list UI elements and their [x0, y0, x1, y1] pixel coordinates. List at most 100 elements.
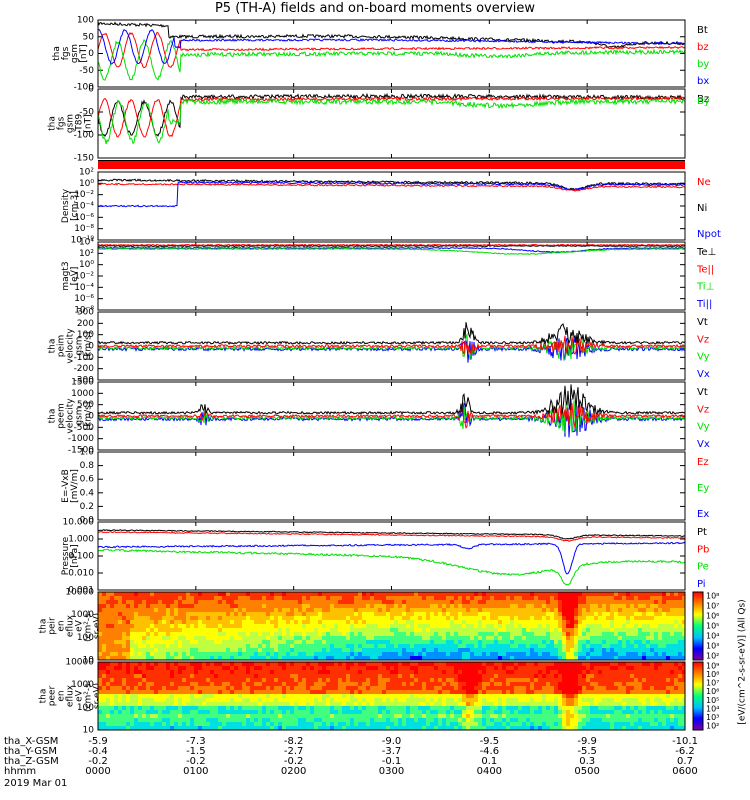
spectro-cell — [494, 662, 498, 666]
spectro-cell — [350, 714, 354, 718]
spectro-cell — [342, 690, 346, 694]
spectro-cell — [322, 624, 326, 628]
spectro-cell — [234, 718, 238, 722]
spectro-cell — [262, 636, 266, 640]
spectro-cell — [358, 592, 362, 596]
spectro-cell — [574, 640, 578, 644]
spectro-cell — [422, 592, 426, 596]
spectro-cell — [606, 624, 610, 628]
spectro-cell — [186, 726, 190, 730]
spectro-cell — [270, 674, 274, 678]
spectro-cell — [498, 620, 502, 624]
spectro-cell — [534, 706, 538, 710]
spectro-cell — [486, 662, 490, 666]
spectro-cell — [642, 596, 646, 600]
spectro-cell — [514, 714, 518, 718]
spectro-cell — [550, 714, 554, 718]
panel-1-ylabel: gsm — [70, 44, 80, 63]
spectro-cell — [426, 726, 430, 730]
y-tick-label: -100 — [74, 131, 95, 141]
spectro-cell — [642, 644, 646, 648]
spectro-cell — [382, 620, 386, 624]
spectro-cell — [470, 682, 474, 686]
spectro-cell — [414, 624, 418, 628]
spectro-cell — [174, 628, 178, 632]
spectro-cell — [446, 670, 450, 674]
spectro-cell — [438, 600, 442, 604]
spectro-cell — [142, 702, 146, 706]
spectro-cell — [322, 628, 326, 632]
spectro-cell — [338, 702, 342, 706]
spectro-cell — [202, 612, 206, 616]
spectro-cell — [590, 628, 594, 632]
spectro-cell — [198, 628, 202, 632]
spectro-cell — [122, 652, 126, 656]
spectro-cell — [234, 694, 238, 698]
spectro-cell — [490, 674, 494, 678]
spectro-cell — [550, 722, 554, 726]
spectro-cell — [546, 592, 550, 596]
spectro-cell — [374, 718, 378, 722]
spectro-cell — [202, 666, 206, 670]
spectro-cell — [530, 710, 534, 714]
spectro-cell — [142, 652, 146, 656]
spectro-cell — [426, 714, 430, 718]
bz-t89-red-line — [97, 95, 686, 138]
spectro-cell — [554, 702, 558, 706]
spectro-cell — [662, 616, 666, 620]
spectro-cell — [190, 648, 194, 652]
spectro-cell — [670, 652, 674, 656]
spectro-cell — [154, 670, 158, 674]
spectro-cell — [254, 632, 258, 636]
spectro-cell — [490, 710, 494, 714]
spectro-cell — [146, 674, 150, 678]
spectro-cell — [494, 706, 498, 710]
spectro-cell — [130, 726, 134, 730]
spectro-cell — [326, 600, 330, 604]
spectro-cell — [458, 726, 462, 730]
spectro-cell — [650, 648, 654, 652]
spectro-cell — [214, 722, 218, 726]
spectro-cell — [446, 652, 450, 656]
spectro-cell — [546, 616, 550, 620]
spectro-cell — [210, 644, 214, 648]
spectro-cell — [234, 686, 238, 690]
spectro-cell — [650, 608, 654, 612]
spectro-cell — [98, 644, 102, 648]
spectro-cell — [450, 670, 454, 674]
spectro-cell — [402, 714, 406, 718]
spectro-cell — [522, 608, 526, 612]
spectro-cell — [402, 632, 406, 636]
spectro-cell — [302, 694, 306, 698]
spectro-cell — [474, 718, 478, 722]
spectro-cell — [194, 690, 198, 694]
spectro-cell — [358, 608, 362, 612]
spectro-cell — [494, 592, 498, 596]
colorbar — [692, 661, 704, 731]
spectro-cell — [562, 640, 566, 644]
spectro-cell — [230, 726, 234, 730]
spectro-cell — [250, 636, 254, 640]
spectro-cell — [430, 706, 434, 710]
spectro-cell — [510, 674, 514, 678]
spectro-cell — [306, 710, 310, 714]
spectro-cell — [346, 698, 350, 702]
spectro-cell — [282, 648, 286, 652]
panel-5-ylabel: tha — [48, 339, 58, 354]
spectro-cell — [434, 698, 438, 702]
spectro-cell — [226, 722, 230, 726]
spectro-cell — [266, 710, 270, 714]
spectro-cell — [118, 670, 122, 674]
spectro-cell — [522, 636, 526, 640]
spectro-cell — [178, 624, 182, 628]
spectro-cell — [466, 632, 470, 636]
spectro-cell — [330, 608, 334, 612]
spectro-cell — [606, 656, 610, 660]
spectro-cell — [522, 714, 526, 718]
spectro-cell — [126, 592, 130, 596]
spectro-cell — [518, 690, 522, 694]
spectro-cell — [234, 706, 238, 710]
colorbar-tick-label: 10⁴ — [706, 632, 719, 641]
spectro-cell — [510, 722, 514, 726]
spectro-cell — [206, 592, 210, 596]
